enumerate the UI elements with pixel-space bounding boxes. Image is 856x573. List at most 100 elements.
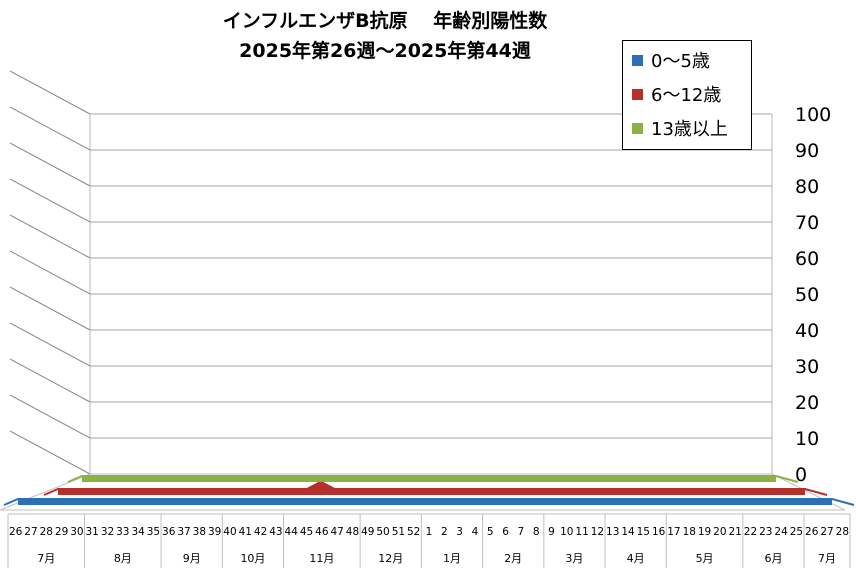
x-tick-label: 18 <box>683 526 696 538</box>
x-tick-label: 47 <box>330 526 343 538</box>
x-tick-label: 23 <box>759 526 772 538</box>
x-tick-label: 13 <box>606 526 619 538</box>
y-tick-label: 50 <box>795 284 819 306</box>
x-tick-label: 2 <box>441 526 448 538</box>
chart-title: インフルエンザB抗原 年齢別陽性数 <box>222 10 548 32</box>
x-tick-label: 12 <box>591 526 604 538</box>
x-tick-label: 26 <box>9 526 23 538</box>
side-gridline <box>9 322 91 367</box>
x-tick-label: 46 <box>315 526 329 538</box>
series-ribbon <box>18 499 832 505</box>
legend-item-13-plus: 13歳以上 <box>632 113 728 143</box>
x-tick-label: 31 <box>86 526 99 538</box>
x-tick-label: 34 <box>131 526 145 538</box>
x-tick-label: 49 <box>361 526 374 538</box>
y-tick-label: 80 <box>795 176 819 198</box>
y-tick-label: 60 <box>795 248 819 270</box>
x-tick-label: 28 <box>40 526 53 538</box>
x-tick-label: 7 <box>518 526 525 538</box>
x-tick-label: 8 <box>533 526 540 538</box>
x-tick-label: 52 <box>407 526 420 538</box>
month-label: 1月 <box>443 552 461 565</box>
legend-swatch-blue <box>632 54 643 66</box>
series-layer <box>3 475 855 506</box>
x-tick-label: 15 <box>637 526 650 538</box>
x-tick-label: 6 <box>502 526 509 538</box>
x-tick-label: 38 <box>193 526 206 538</box>
legend-item-6-12: 6～12歳 <box>632 79 721 109</box>
x-tick-label: 39 <box>208 526 221 538</box>
month-label: 8月 <box>114 552 132 565</box>
month-label: 6月 <box>764 552 782 565</box>
y-tick-label: 40 <box>795 320 819 342</box>
side-gridline <box>9 178 91 223</box>
x-tick-label: 11 <box>575 526 588 538</box>
x-tick-label: 41 <box>239 526 252 538</box>
x-tick-label: 32 <box>101 526 114 538</box>
x-tick-label: 22 <box>744 526 757 538</box>
side-gridline <box>9 286 91 331</box>
month-label: 2月 <box>504 552 522 565</box>
x-tick-label: 10 <box>560 526 573 538</box>
x-tick-label: 5 <box>487 526 494 538</box>
side-gridline <box>9 70 91 115</box>
legend-swatch-red <box>632 88 643 100</box>
x-tick-label: 26 <box>805 526 819 538</box>
side-gridline <box>9 250 91 295</box>
x-tick-label: 45 <box>300 526 313 538</box>
x-tick-label: 43 <box>269 526 282 538</box>
month-label: 3月 <box>565 552 583 565</box>
month-label: 4月 <box>627 552 645 565</box>
legend-label: 13歳以上 <box>651 119 728 140</box>
series-ribbon <box>58 481 805 495</box>
x-tick-label: 16 <box>652 526 666 538</box>
month-label: 7月 <box>818 552 836 565</box>
y-tick-label: 90 <box>795 140 819 162</box>
x-tick-label: 25 <box>790 526 803 538</box>
x-tick-label: 27 <box>820 526 833 538</box>
legend-swatch-green <box>632 122 643 134</box>
side-gridline <box>9 106 91 151</box>
series-ribbon-edge <box>3 498 855 506</box>
month-label: 10月 <box>240 552 265 565</box>
y-tick-label: 70 <box>795 212 819 234</box>
x-tick-label: 42 <box>254 526 267 538</box>
x-tick-label: 40 <box>223 526 236 538</box>
x-tick-label: 9 <box>548 526 555 538</box>
month-label: 7月 <box>37 552 55 565</box>
y-tick-label: 0 <box>795 464 807 486</box>
series-ribbon-edge <box>67 475 799 483</box>
side-gridline <box>9 214 91 259</box>
series-ribbon <box>82 476 776 482</box>
x-tick-label: 50 <box>376 526 389 538</box>
y-tick-label: 100 <box>795 104 831 126</box>
x-tick-label: 29 <box>55 526 68 538</box>
legend-item-0-5: 0～5歳 <box>632 45 710 75</box>
legend-label: 6～12歳 <box>651 85 722 106</box>
x-tick-label: 33 <box>116 526 129 538</box>
month-label: 11月 <box>309 552 334 565</box>
x-tick-label: 24 <box>774 526 788 538</box>
legend-label: 0～5歳 <box>651 51 710 72</box>
y-tick-label: 10 <box>795 428 819 450</box>
x-tick-label: 35 <box>147 526 160 538</box>
x-tick-label: 28 <box>836 526 849 538</box>
x-tick-label: 30 <box>70 526 83 538</box>
chart-subtitle: 2025年第26週～2025年第44週 <box>239 40 531 62</box>
month-label: 9月 <box>183 552 201 565</box>
x-tick-label: 14 <box>621 526 635 538</box>
x-tick-label: 21 <box>728 526 741 538</box>
series-ribbon-edge <box>43 480 828 496</box>
x-tick-label: 36 <box>162 526 176 538</box>
x-tick-label: 19 <box>698 526 711 538</box>
month-label: 12月 <box>378 552 403 565</box>
x-tick-label: 3 <box>456 526 463 538</box>
x-tick-label: 4 <box>472 526 479 538</box>
x-tick-label: 1 <box>426 526 433 538</box>
x-tick-label: 44 <box>285 526 299 538</box>
x-tick-label: 27 <box>24 526 37 538</box>
legend: 0～5歳 6～12歳 13歳以上 <box>622 40 752 150</box>
side-gridline <box>9 358 91 403</box>
